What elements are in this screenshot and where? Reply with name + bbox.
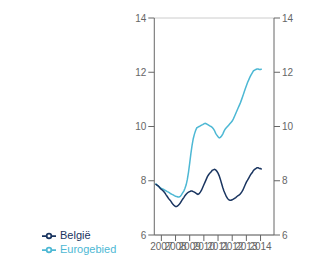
html-text:België: België: [60, 228, 91, 241]
svg-text:2014: 2014: [249, 241, 272, 252]
svg-text:6: 6: [141, 230, 147, 241]
svg-text:14: 14: [282, 13, 294, 24]
svg-text:2008: 2008: [164, 241, 187, 253]
svg-text:2012: 2012: [221, 241, 244, 253]
svg-text:2013: 2013: [235, 241, 258, 253]
svg-text:14: 14: [135, 13, 147, 24]
svg-text:8: 8: [282, 175, 288, 186]
svg-text:10: 10: [135, 121, 147, 132]
html-text:Eurogebied: Eurogebied: [60, 242, 117, 255]
svg-text:2011: 2011: [207, 241, 229, 253]
svg-text:12: 12: [135, 67, 147, 78]
svg-text:12: 12: [282, 67, 294, 78]
svg-text:10: 10: [282, 121, 294, 132]
svg-text:8: 8: [141, 175, 147, 186]
svg-text:6: 6: [282, 230, 288, 241]
svg-text:2009: 2009: [178, 241, 201, 253]
svg-text:2007: 2007: [150, 241, 173, 253]
svg-text:2010: 2010: [192, 241, 215, 253]
